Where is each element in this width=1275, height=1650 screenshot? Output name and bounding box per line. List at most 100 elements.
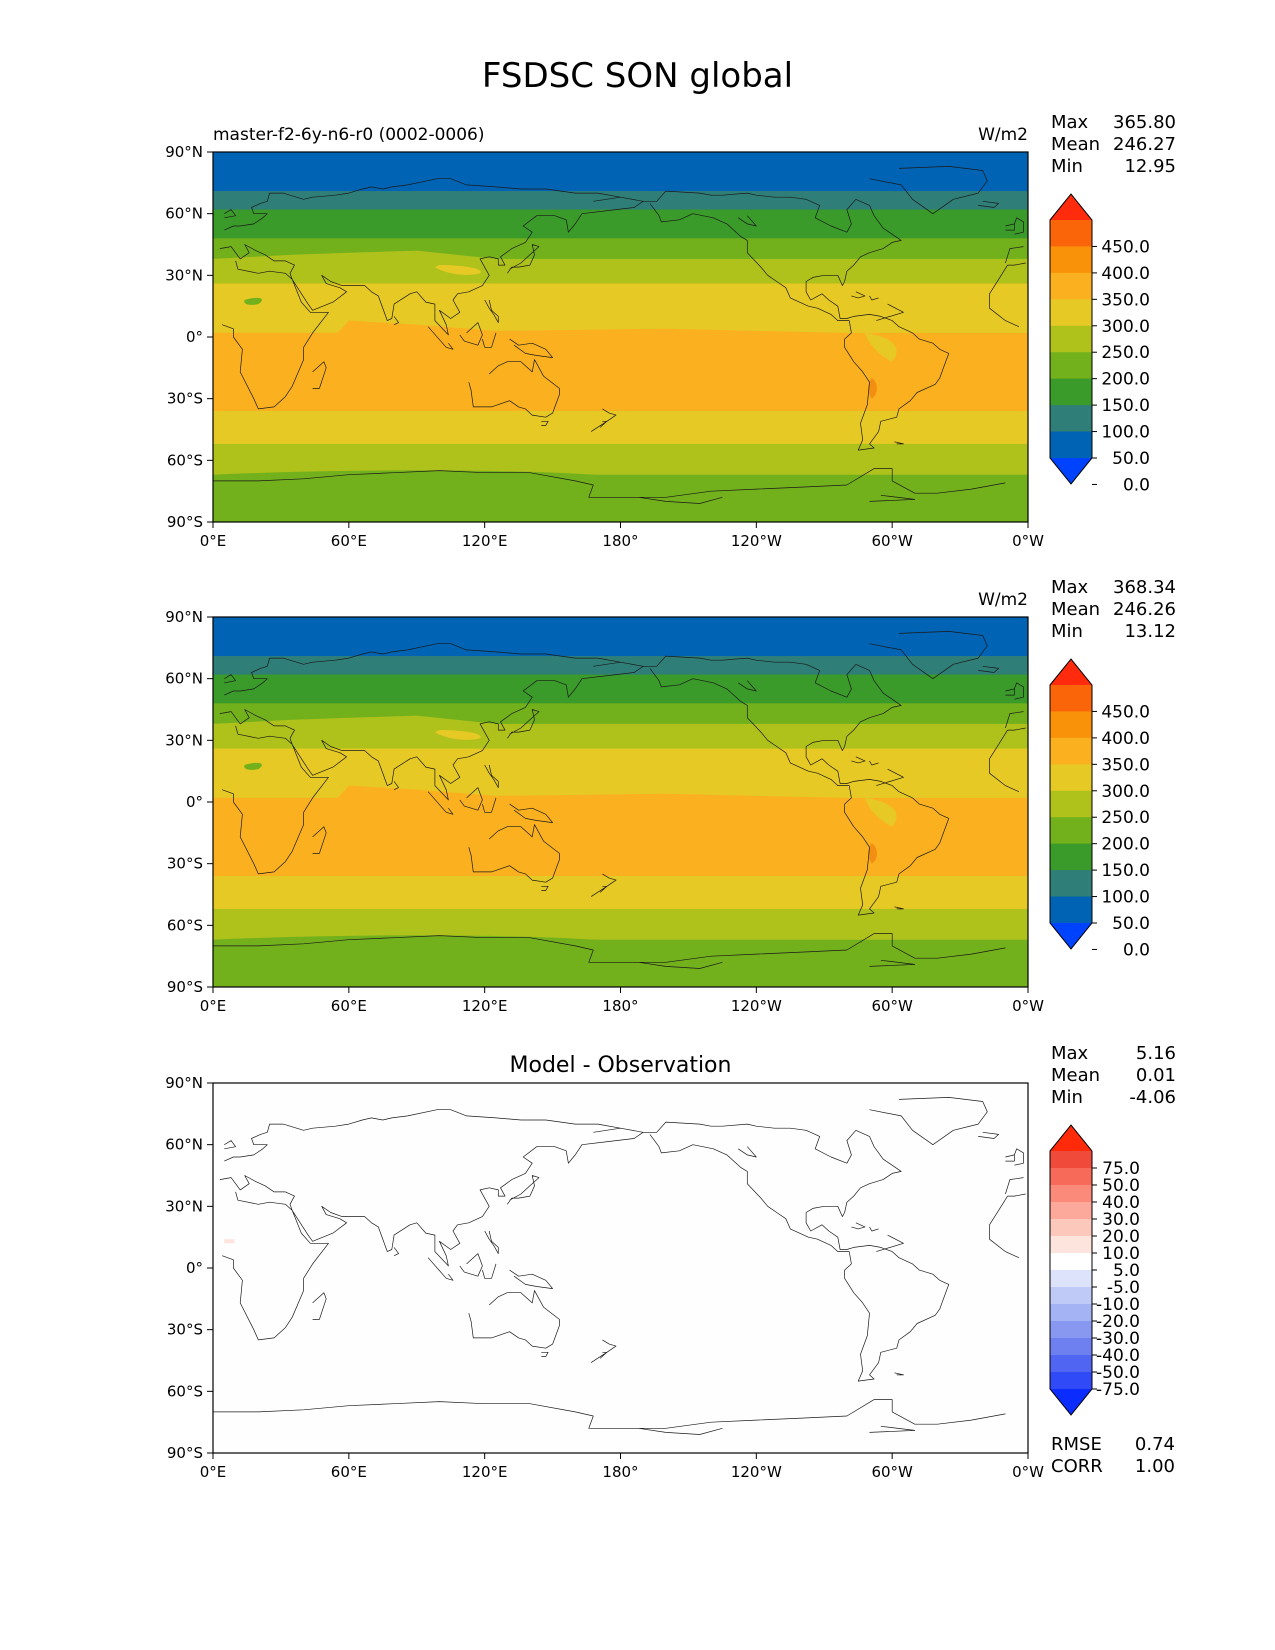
colorbar-segment (1050, 790, 1092, 818)
colorbar-segment (1050, 299, 1092, 327)
contour-band (868, 378, 877, 399)
coastline (213, 1097, 1026, 1435)
coastline (213, 166, 1026, 504)
colorbar-label: -50.0 (1096, 1363, 1140, 1383)
x-tick-label: 0°E (200, 1463, 227, 1481)
colorbar-label: 40.0 (1102, 1193, 1140, 1213)
colorbar-label: 350.0 (1101, 290, 1150, 310)
colorbar-top-extend (1050, 194, 1092, 220)
colorbar-label: 5.0 (1113, 1261, 1140, 1281)
colorbar-label: 150.0 (1101, 861, 1150, 881)
colorbar-segment (1050, 1168, 1092, 1186)
y-tick-label: 60°S (167, 451, 203, 469)
colorbar-label: 30.0 (1102, 1210, 1140, 1230)
y-tick-label: 90°S (167, 513, 203, 531)
contour-band (213, 715, 496, 749)
contour-band (213, 320, 1028, 411)
contour-band (213, 283, 1028, 334)
stat-label-min: Min (1051, 621, 1083, 642)
contour-band (213, 876, 1028, 910)
colorbar-label: 250.0 (1101, 343, 1150, 363)
map-field (213, 617, 1028, 987)
colorbar-segment (1050, 1304, 1092, 1322)
stat-value-min: 13.12 (1124, 621, 1176, 642)
x-tick-label: 120°W (731, 997, 782, 1015)
colorbar-segment (1050, 1321, 1092, 1339)
colorbar-segment (1050, 1219, 1092, 1237)
colorbar-segment (1050, 685, 1092, 712)
map-field (213, 1083, 1028, 1453)
colorbar-segment (1050, 1372, 1092, 1390)
contour-band (213, 617, 1028, 657)
colorbar-bottom-extend (1050, 458, 1092, 484)
colorbar-segment (1050, 405, 1092, 433)
colorbar-bottom-extend (1050, 923, 1092, 949)
y-tick-label: 90°N (165, 1074, 203, 1092)
contour-band (213, 748, 1028, 799)
colorbar-segment (1050, 325, 1092, 353)
panel-units: W/m2 (978, 590, 1028, 610)
x-tick-label: 60°W (871, 532, 913, 550)
stat-label-min: Min (1051, 1087, 1083, 1108)
colorbar-segment (1050, 246, 1092, 274)
colorbar-label: -5.0 (1107, 1278, 1140, 1298)
colorbar-label: 100.0 (1101, 423, 1150, 443)
x-tick-label: 180° (602, 1463, 638, 1481)
x-tick-label: 0°W (1012, 1463, 1044, 1481)
stat-label-rmse: RMSE (1051, 1434, 1102, 1455)
y-tick-label: 90°S (167, 1444, 203, 1462)
map-field (213, 152, 1028, 522)
stat-value-corr: 1.00 (1135, 1456, 1175, 1477)
colorbar-label: 50.0 (1112, 449, 1150, 469)
x-tick-label: 0°W (1012, 997, 1044, 1015)
y-tick-label: 30°S (167, 1321, 203, 1339)
colorbar-segment (1050, 431, 1092, 459)
stat-label-max: Max (1051, 1043, 1089, 1064)
x-tick-label: 180° (602, 532, 638, 550)
colorbar-label: -40.0 (1096, 1346, 1140, 1366)
stat-value-rmse: 0.74 (1135, 1434, 1175, 1455)
colorbar-segment (1050, 1151, 1092, 1169)
colorbar-label: 150.0 (1101, 396, 1150, 416)
stat-value-min: -4.06 (1129, 1087, 1176, 1108)
x-tick-label: 180° (602, 997, 638, 1015)
colorbar-label: 200.0 (1101, 835, 1150, 855)
colorbar-segment (1050, 764, 1092, 792)
colorbar-label: 100.0 (1101, 888, 1150, 908)
contour-band (213, 785, 1028, 876)
stat-label-max: Max (1051, 112, 1089, 133)
contour-band (213, 674, 1028, 704)
stat-value-max: 365.80 (1113, 112, 1176, 133)
y-tick-label: 30°S (167, 855, 203, 873)
panel-units: W/m2 (978, 125, 1028, 145)
coastline (213, 631, 1026, 969)
colorbar-segment (1050, 378, 1092, 406)
y-tick-label: 90°N (165, 143, 203, 161)
contour-band (213, 152, 1028, 192)
colorbar-segment (1050, 711, 1092, 739)
colorbar-segment (1050, 1236, 1092, 1254)
colorbar-label: 50.0 (1112, 914, 1150, 934)
y-tick-label: 60°N (165, 670, 203, 688)
contour-band (213, 908, 1028, 941)
colorbar-segment (1050, 1338, 1092, 1356)
x-tick-label: 0°E (200, 997, 227, 1015)
stat-label-mean: Mean (1051, 134, 1100, 155)
colorbar-segment (1050, 1185, 1092, 1203)
contour-band (213, 1083, 1028, 1453)
stat-label-max: Max (1051, 577, 1089, 598)
x-tick-label: 0°W (1012, 532, 1044, 550)
colorbar-label: -30.0 (1096, 1329, 1140, 1349)
colorbar-label: -20.0 (1096, 1312, 1140, 1332)
colorbar-label: 300.0 (1101, 317, 1150, 337)
stat-label-mean: Mean (1051, 1065, 1100, 1086)
contour-band (213, 656, 1028, 676)
colorbar-label: 200.0 (1101, 370, 1150, 390)
colorbar-segment (1050, 272, 1092, 300)
contour-band (224, 1239, 235, 1244)
colorbar-label: 450.0 (1101, 702, 1150, 722)
colorbar-segment (1050, 843, 1092, 871)
colorbar-segment (1050, 352, 1092, 380)
contour-band (213, 209, 1028, 239)
x-tick-label: 60°W (871, 997, 913, 1015)
